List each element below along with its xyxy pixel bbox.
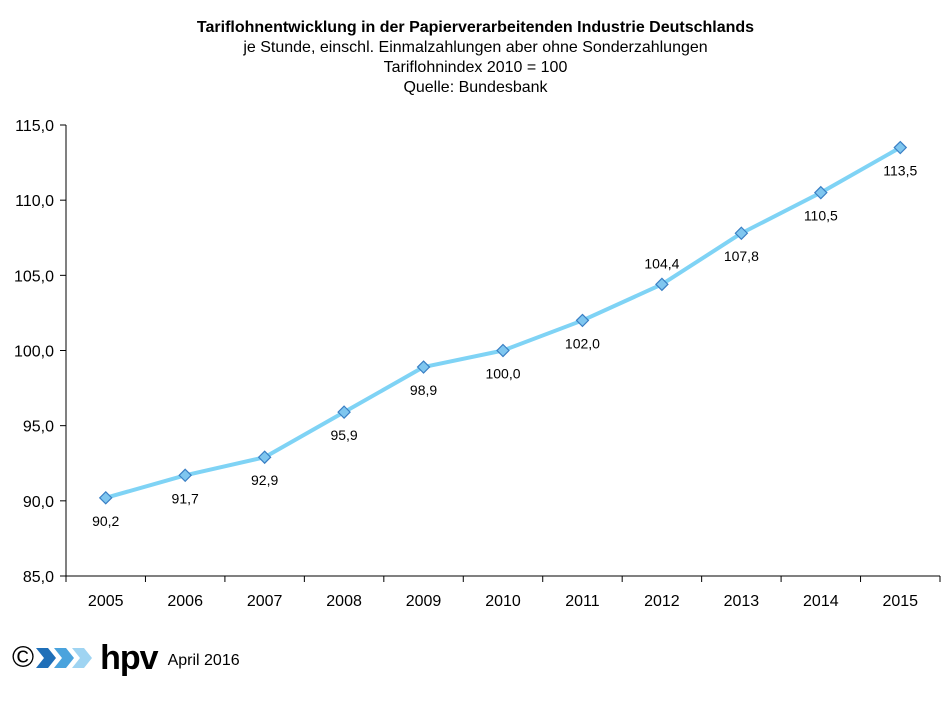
data-point-marker <box>893 140 908 155</box>
data-point-marker <box>813 185 828 200</box>
y-tick-label: 95,0 <box>23 419 54 436</box>
y-tick-label: 110,0 <box>15 193 54 210</box>
data-label: 100,0 <box>485 366 520 382</box>
x-tick-label: 2007 <box>247 593 283 610</box>
data-point-marker <box>178 468 193 483</box>
data-point-marker <box>98 490 113 505</box>
y-tick-label: 85,0 <box>23 569 54 586</box>
series-line <box>105 145 902 500</box>
data-label: 102,0 <box>565 335 600 351</box>
data-label: 90,2 <box>92 513 119 529</box>
y-tick-label: 115,0 <box>15 118 54 135</box>
data-point-marker <box>575 313 590 328</box>
chart-axes: 85,0 90,0 95,0 100,0 105,0 110,0 115,0 2005 2006… <box>14 118 941 610</box>
chart-title: Tariflohnentwicklung in der Papierverarb… <box>196 19 755 36</box>
copyright-symbol: © <box>12 641 35 674</box>
data-label: 104,4 <box>644 255 679 271</box>
x-tick-label: 2008 <box>326 593 362 610</box>
data-point-marker <box>416 360 431 374</box>
brand-name: hpv <box>100 639 158 677</box>
x-tick-label: 2006 <box>167 593 203 610</box>
publication-date: April 2016 <box>167 652 240 669</box>
line-chart: 85,0 90,0 95,0 100,0 105,0 110,0 115,0 2005 2006… <box>14 118 941 610</box>
data-label: 92,9 <box>251 472 278 488</box>
data-label: 107,8 <box>724 248 759 264</box>
chart-subtitle-2: Tariflohnindex 2010 = 100 <box>383 59 568 76</box>
data-label: 91,7 <box>172 490 199 506</box>
y-tick-label: 105,0 <box>14 268 54 285</box>
chart-subtitle-1: je Stunde, einschl. Einmalzahlungen aber… <box>243 39 708 56</box>
y-tick-label: 90,0 <box>23 494 54 511</box>
data-point-marker <box>257 450 272 465</box>
x-tick-label: 2012 <box>644 593 680 610</box>
footer: © hpv April 2016 <box>12 640 240 676</box>
chart-titles: Tariflohnentwicklung in der Papierverarb… <box>0 18 951 98</box>
data-point-marker <box>496 343 510 358</box>
data-point-marker <box>655 277 669 292</box>
data-label: 95,9 <box>330 427 357 443</box>
data-point-marker <box>337 405 351 419</box>
x-tick-label: 2011 <box>565 593 600 610</box>
data-label: 113,5 <box>883 163 917 179</box>
x-tick-label: 2015 <box>882 593 918 610</box>
chart-subtitle-3: Quelle: Bundesbank <box>403 79 548 96</box>
data-label: 110,5 <box>804 208 838 224</box>
y-tick-label: 100,0 <box>14 344 54 361</box>
x-tick-label: 2009 <box>406 593 442 610</box>
hpv-logo-arrows-icon <box>36 648 93 668</box>
data-label: 98,9 <box>410 382 437 398</box>
x-tick-label: 2010 <box>485 593 521 610</box>
data-point-marker <box>734 226 749 241</box>
x-tick-label: 2014 <box>803 593 839 610</box>
x-tick-label: 2005 <box>88 593 124 610</box>
x-tick-label: 2013 <box>724 593 760 610</box>
chart-series: 90,2 91,7 92,9 95,9 98,9 100,0 102,0 104,4 107,8… <box>92 140 917 529</box>
